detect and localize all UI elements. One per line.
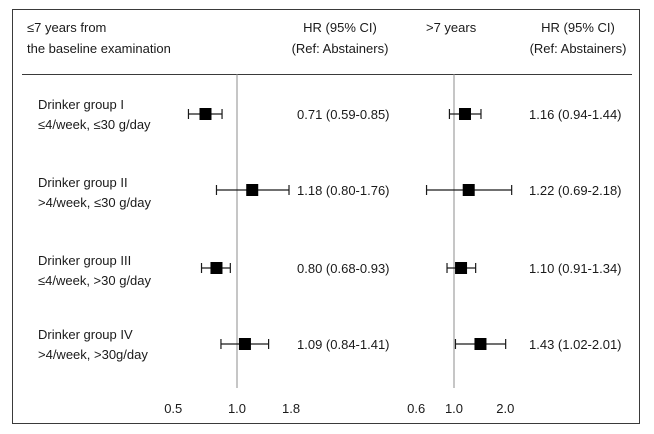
right-hr-label: HR (95% CI) — [541, 20, 615, 35]
row-name: Drinker group II — [38, 175, 128, 190]
right-hr-reference: (Ref: Abstainers) — [529, 41, 627, 56]
left-hr-point — [238, 338, 251, 350]
left-hr-reference: (Ref: Abstainers) — [291, 41, 389, 56]
left-hr-header: HR (95% CI) (Ref: Abstainers) — [280, 17, 400, 59]
row-description: ≤4/week, >30 g/day — [38, 273, 152, 288]
right-x-tick-label: 2.0 — [496, 401, 514, 416]
right-hr-point — [455, 262, 468, 274]
ci-left-group-1: 0.71 (0.59-0.85) — [297, 107, 390, 122]
row-description: >4/week, ≤30 g/day — [38, 195, 152, 210]
row-label-group-1: Drinker group I ≤4/week, ≤30 g/day — [38, 97, 151, 133]
right-hr-point — [462, 184, 475, 196]
left-x-tick-label: 1.0 — [228, 401, 246, 416]
row-name: Drinker group IV — [38, 327, 133, 342]
left-hr-label: HR (95% CI) — [303, 20, 377, 35]
row-label-group-4: Drinker group IV >4/week, >30g/day — [38, 327, 148, 363]
ci-left-group-2: 1.18 (0.80-1.76) — [297, 183, 390, 198]
ci-right-group-2: 1.22 (0.69-2.18) — [529, 183, 622, 198]
left-x-tick-label: 0.5 — [164, 401, 182, 416]
right-panel-title: >7 years — [426, 20, 477, 35]
left-panel-title-line2: the baseline examination — [27, 41, 171, 56]
right-hr-point — [474, 338, 487, 350]
header-divider — [22, 74, 632, 75]
ci-left-group-3: 0.80 (0.68-0.93) — [297, 261, 390, 276]
figure-frame — [12, 9, 640, 424]
left-hr-point — [199, 108, 212, 120]
ci-right-group-4: 1.43 (1.02-2.01) — [529, 337, 622, 352]
right-hr-header: HR (95% CI) (Ref: Abstainers) — [518, 17, 638, 59]
left-hr-point — [246, 184, 259, 196]
left-panel-title: ≤7 years from the baseline examination — [27, 17, 171, 59]
left-hr-point — [210, 262, 223, 274]
right-hr-point — [458, 108, 471, 120]
row-description: ≤4/week, ≤30 g/day — [38, 117, 151, 132]
row-name: Drinker group III — [38, 253, 132, 268]
row-label-group-3: Drinker group III ≤4/week, >30 g/day — [38, 253, 151, 289]
left-x-tick-label: 1.8 — [282, 401, 300, 416]
left-panel-title-line1: ≤7 years from — [27, 20, 107, 35]
ci-left-group-4: 1.09 (0.84-1.41) — [297, 337, 390, 352]
row-description: >4/week, >30g/day — [38, 347, 148, 362]
right-x-tick-label: 1.0 — [445, 401, 463, 416]
row-name: Drinker group I — [38, 97, 124, 112]
row-label-group-2: Drinker group II >4/week, ≤30 g/day — [38, 175, 151, 211]
right-x-tick-label: 0.6 — [407, 401, 425, 416]
ci-right-group-3: 1.10 (0.91-1.34) — [529, 261, 622, 276]
ci-right-group-1: 1.16 (0.94-1.44) — [529, 107, 622, 122]
